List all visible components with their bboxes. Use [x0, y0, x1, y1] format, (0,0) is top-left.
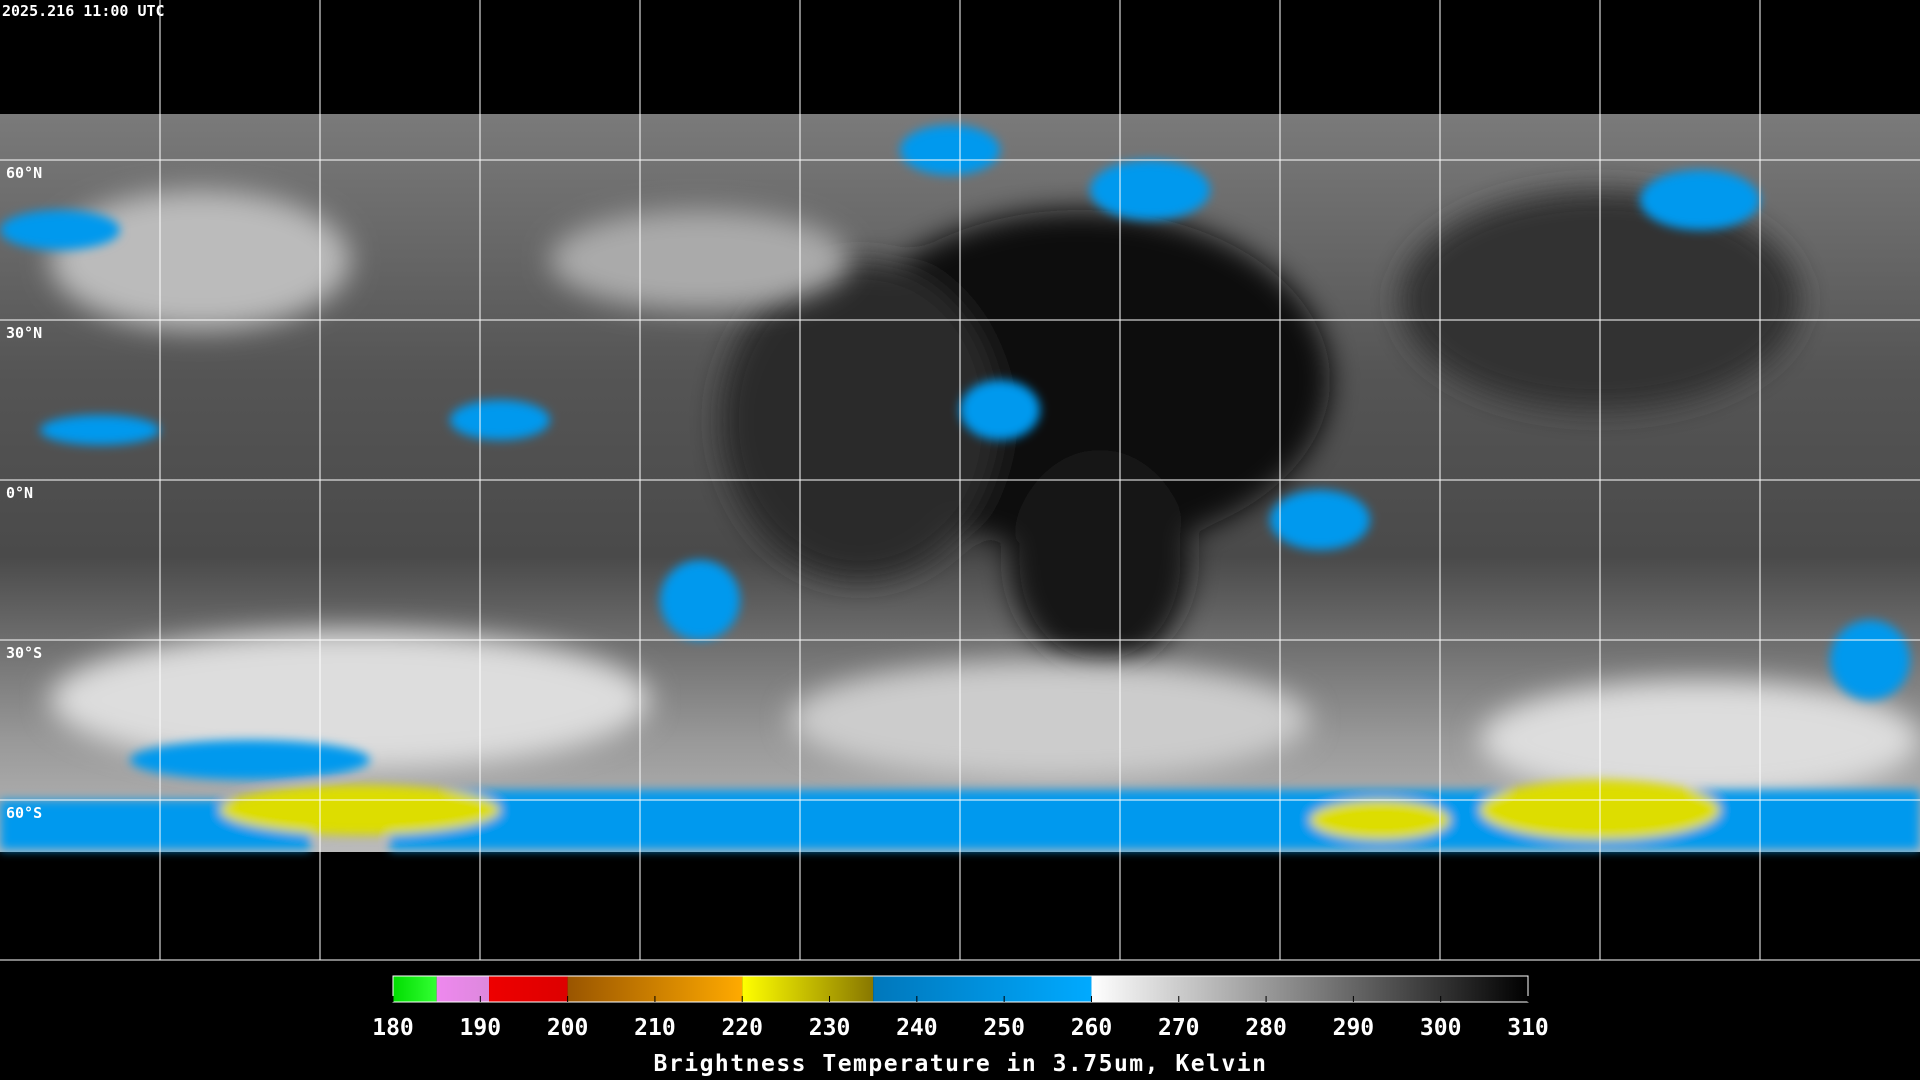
colorbar-tick-label: 240 — [896, 1015, 938, 1041]
grid — [0, 0, 1920, 961]
colorbar-tick-label: 220 — [721, 1015, 763, 1041]
latitude-label: 0°N — [6, 484, 33, 502]
latitude-label: 30°S — [6, 644, 42, 662]
colorbar-segment — [489, 976, 568, 1002]
colorbar-segment — [436, 976, 490, 1002]
colorbar-tick-label: 280 — [1245, 1015, 1287, 1041]
colorbar-tick-label: 180 — [372, 1015, 414, 1041]
dark-regions — [720, 190, 1800, 670]
colorbar: 180 190 200 210 220 230 240 250 260 270 280 290 300 3… — [372, 975, 1549, 1077]
colorbar-segment — [742, 976, 874, 1002]
colorbar-segment — [393, 976, 437, 1002]
colorbar-tick-label: 260 — [1071, 1015, 1113, 1041]
colorbar-tick-label: 250 — [983, 1015, 1025, 1041]
colorbar-tick-label: 310 — [1507, 1015, 1549, 1041]
latitude-labels: 60°N 30°N 0°N 30°S 60°S — [6, 164, 42, 822]
colorbar-tick-label: 210 — [634, 1015, 676, 1041]
latitude-label: 60°N — [6, 164, 42, 182]
colorbar-tick-label: 190 — [460, 1015, 502, 1041]
latitude-label: 30°N — [6, 324, 42, 342]
colorbar-tick-label: 230 — [809, 1015, 851, 1041]
timestamp: 2025.216 11:00 UTC — [2, 2, 165, 20]
colorbar-frame — [392, 975, 1529, 1003]
colorbar-title: Brightness Temperature in 3.75um, Kelvin — [654, 1051, 1268, 1077]
colorbar-tick-label: 300 — [1420, 1015, 1462, 1041]
bright-clouds — [50, 190, 1920, 800]
colorbar-segment — [873, 976, 1092, 1002]
colorbar-tick-label: 200 — [547, 1015, 589, 1041]
colorbar-tick-label: 290 — [1333, 1015, 1375, 1041]
colorbar-segment — [1091, 976, 1528, 1002]
colorbar-tick-label: 270 — [1158, 1015, 1200, 1041]
latitude-label: 60°S — [6, 804, 42, 822]
